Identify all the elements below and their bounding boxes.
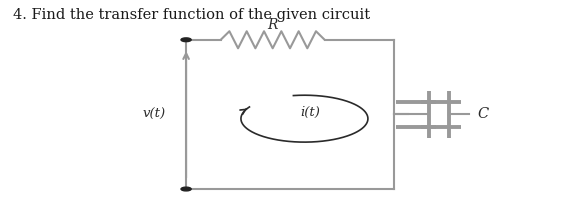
Circle shape <box>181 187 191 191</box>
Circle shape <box>181 38 191 42</box>
Text: v(t): v(t) <box>143 108 166 121</box>
Text: C: C <box>477 107 489 121</box>
Text: R: R <box>267 18 278 32</box>
Text: i(t): i(t) <box>300 106 320 119</box>
Text: 4. Find the transfer function of the given circuit: 4. Find the transfer function of the giv… <box>13 8 370 22</box>
